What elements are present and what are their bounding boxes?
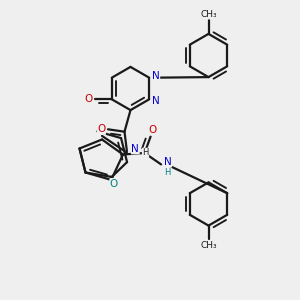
Text: CH₃: CH₃: [200, 241, 217, 250]
Text: N: N: [164, 157, 172, 167]
Text: H: H: [142, 148, 149, 157]
Text: O: O: [110, 178, 118, 189]
Text: N: N: [131, 144, 139, 154]
Text: CH₃: CH₃: [200, 10, 217, 19]
Text: N: N: [152, 71, 160, 81]
Text: O: O: [148, 125, 156, 135]
Text: O: O: [85, 94, 93, 104]
Text: O: O: [97, 124, 106, 134]
Text: N: N: [152, 96, 160, 106]
Text: H: H: [164, 168, 171, 177]
